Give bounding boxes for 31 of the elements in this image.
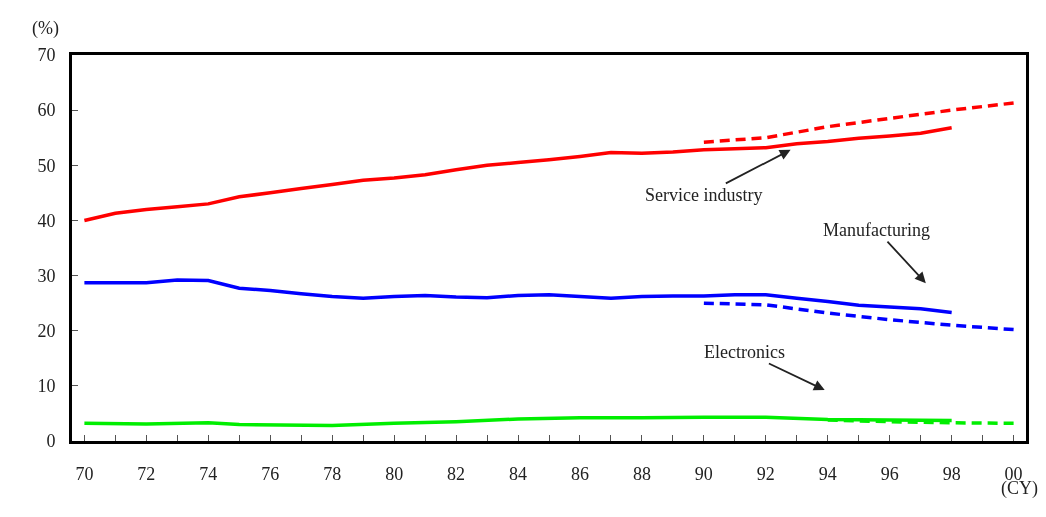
x-tick-label: 76 <box>261 463 280 484</box>
line-series <box>82 126 954 223</box>
x-tick-label: 86 <box>570 463 589 484</box>
y-tick-label: 30 <box>37 265 56 286</box>
x-tick-label: 74 <box>199 463 218 484</box>
annotation: Electronics <box>704 342 785 362</box>
y-axis-title: (%) <box>32 18 59 39</box>
x-tick-label: 98 <box>942 463 961 484</box>
line-series <box>82 278 954 315</box>
x-tick-label: 96 <box>880 463 899 484</box>
x-tick-label: 88 <box>632 463 651 484</box>
y-tick-label: 0 <box>46 431 56 452</box>
y-tick-label: 50 <box>37 155 56 176</box>
y-tick-label: 40 <box>37 210 56 231</box>
y-tick-label: 10 <box>37 376 56 397</box>
line-series <box>702 301 1016 332</box>
x-tick-label: 92 <box>756 463 775 484</box>
y-tick-label: 20 <box>37 321 56 342</box>
x-tick-label: 94 <box>818 463 837 484</box>
y-tick-label: 70 <box>37 45 56 66</box>
x-tick-label: 78 <box>323 463 342 484</box>
x-tick-label: 70 <box>75 463 94 484</box>
annotation: Service industry <box>645 185 763 205</box>
line-series <box>702 101 1016 144</box>
x-tick-label: 82 <box>447 463 466 484</box>
x-tick-label: 84 <box>509 463 528 484</box>
x-tick-label: 90 <box>694 463 713 484</box>
x-tick-label: 80 <box>385 463 404 484</box>
y-tick-label: 60 <box>37 100 56 121</box>
annotation: Manufacturing <box>823 220 930 240</box>
x-tick-label: 72 <box>137 463 156 484</box>
